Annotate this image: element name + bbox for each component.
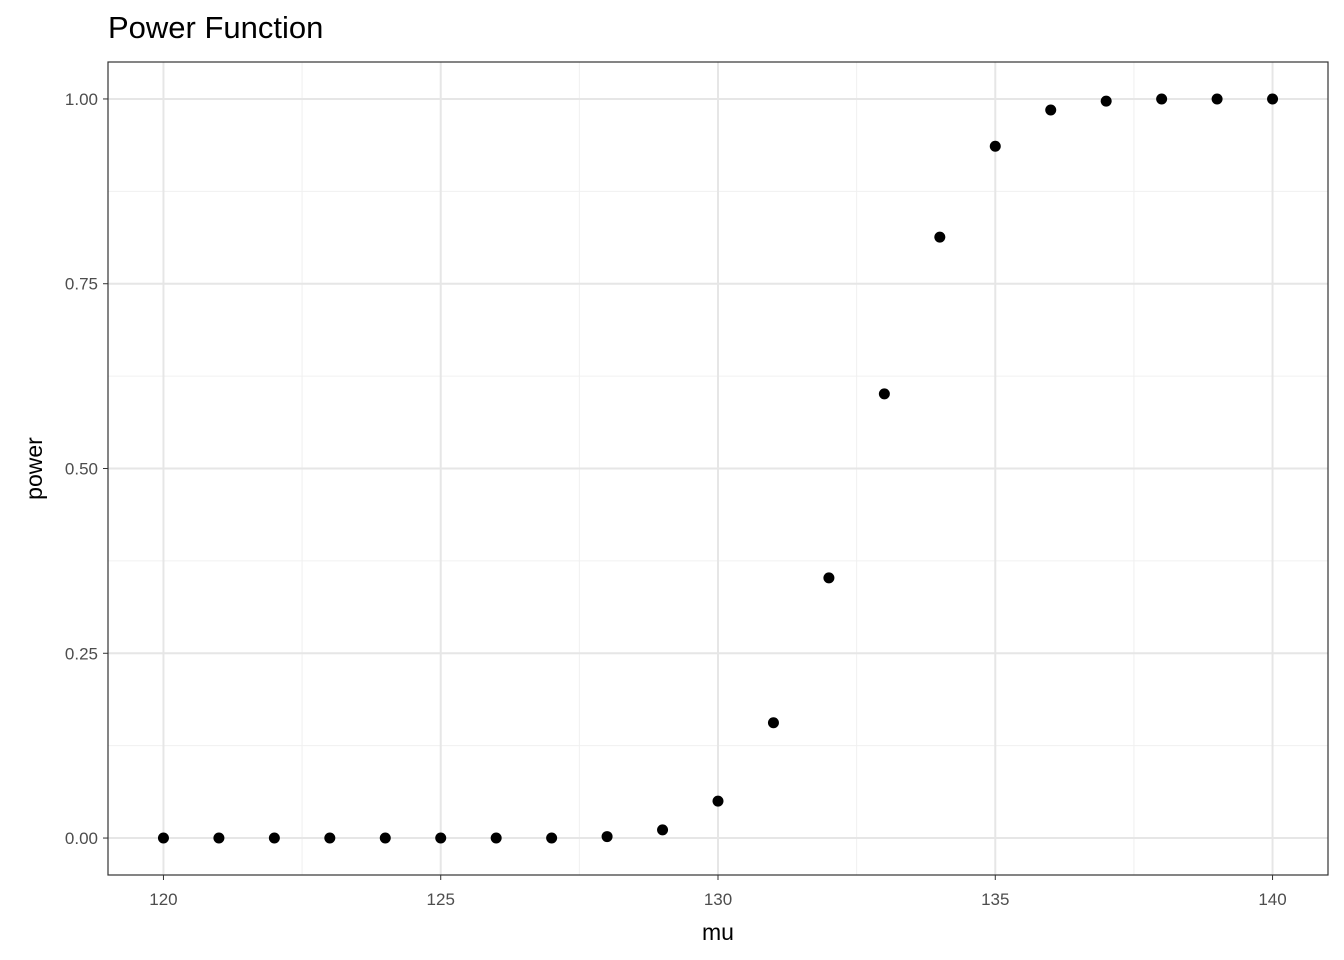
data-point bbox=[1211, 93, 1223, 105]
x-tick-label: 125 bbox=[427, 890, 455, 909]
chart-title: Power Function bbox=[108, 10, 324, 45]
data-point bbox=[712, 795, 724, 807]
data-point bbox=[324, 832, 336, 844]
x-tick-label: 140 bbox=[1258, 890, 1286, 909]
data-point bbox=[435, 832, 447, 844]
data-point bbox=[379, 832, 391, 844]
y-tick-label: 0.00 bbox=[65, 829, 98, 848]
data-point bbox=[268, 832, 280, 844]
data-point bbox=[546, 832, 558, 844]
data-point bbox=[1156, 93, 1168, 105]
y-tick-label: 0.75 bbox=[65, 275, 98, 294]
data-point bbox=[878, 388, 890, 400]
data-point bbox=[767, 717, 779, 729]
y-tick-label: 0.25 bbox=[65, 644, 98, 663]
data-point bbox=[934, 231, 946, 243]
data-point bbox=[601, 831, 613, 843]
x-axis-label: mu bbox=[702, 919, 734, 945]
x-tick-label: 120 bbox=[149, 890, 177, 909]
data-point bbox=[1045, 104, 1057, 116]
data-point bbox=[989, 140, 1001, 152]
x-tick-label: 135 bbox=[981, 890, 1009, 909]
data-point bbox=[1267, 93, 1279, 105]
data-point bbox=[157, 832, 169, 844]
data-point bbox=[490, 832, 502, 844]
plot-border bbox=[107, 61, 1329, 876]
x-tick-label: 130 bbox=[704, 890, 732, 909]
y-axis-label: power bbox=[21, 437, 47, 500]
data-point bbox=[213, 832, 225, 844]
data-point bbox=[1100, 95, 1112, 107]
data-point bbox=[823, 572, 835, 584]
y-tick-label: 1.00 bbox=[65, 90, 98, 109]
y-tick-label: 0.50 bbox=[65, 460, 98, 479]
data-point bbox=[657, 824, 669, 836]
